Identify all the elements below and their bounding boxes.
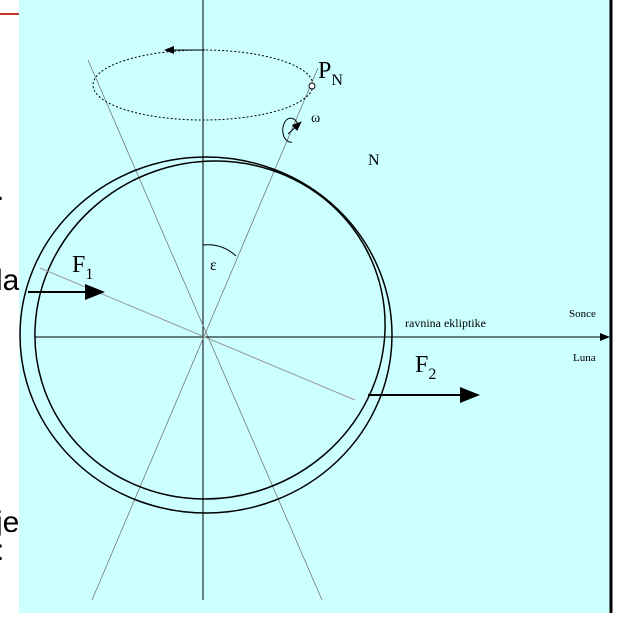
pole-point <box>309 83 315 89</box>
north-label: N <box>368 152 380 169</box>
page: {"fragments": ["la", ".", "je", ":"], "l… <box>0 0 620 613</box>
diagram: . la je : PN ω N ε F1 F2 ravnina eklipti… <box>0 0 620 613</box>
label: P <box>318 58 331 84</box>
text-fragment: : <box>0 534 4 567</box>
sun-label: Sonce <box>569 308 596 320</box>
text-fragment: la <box>0 264 20 297</box>
text-fragment: . <box>0 174 4 207</box>
omega-label: ω <box>311 111 320 126</box>
label: F <box>415 352 428 378</box>
label-sub: N <box>331 72 343 89</box>
background <box>19 0 610 613</box>
plane-label: ravnina ekliptike <box>405 316 486 330</box>
label-sub: 1 <box>85 266 93 283</box>
epsilon-label: ε <box>210 257 217 274</box>
label: F <box>72 252 85 278</box>
moon-label: Luna <box>573 352 596 364</box>
label-sub: 2 <box>428 366 436 383</box>
